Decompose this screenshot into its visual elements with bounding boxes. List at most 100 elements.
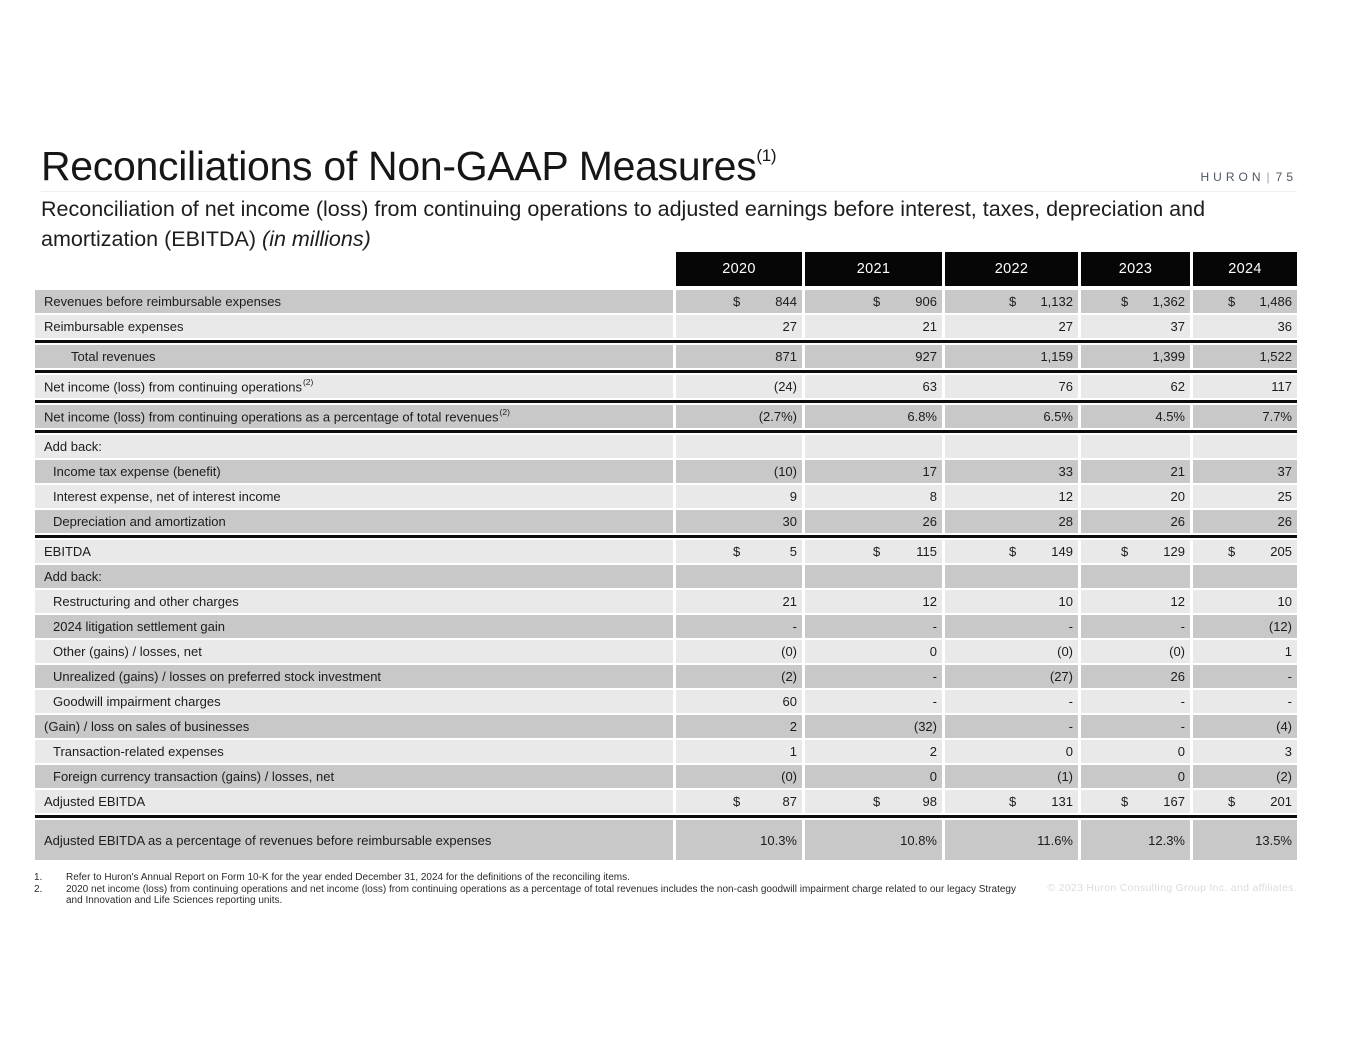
cell-2024: -: [1193, 690, 1297, 713]
dollar-sign: $: [1121, 544, 1129, 559]
cell-2023: 0: [1081, 740, 1190, 763]
table-row: Transaction-related expenses 1 2 0 0 3: [35, 740, 1297, 763]
cell-2024: -: [1193, 665, 1297, 688]
cell-2024: 3: [1193, 740, 1297, 763]
cell-2023: [1081, 565, 1190, 588]
cell-2023: 12: [1081, 590, 1190, 613]
row-label: Unrealized (gains) / losses on preferred…: [35, 665, 673, 688]
cell-2021: 10.8%: [805, 820, 942, 860]
row-label: Depreciation and amortization: [35, 510, 673, 533]
brand-separator: |: [1266, 170, 1274, 184]
cell-2021: -: [805, 665, 942, 688]
cell-2022: $131: [945, 790, 1078, 813]
row-label: (Gain) / loss on sales of businesses: [35, 715, 673, 738]
table-row: Adjusted EBITDA as a percentage of reven…: [35, 820, 1297, 860]
cell-2022: 12: [945, 485, 1078, 508]
row-label-text: Income tax expense (benefit): [53, 464, 221, 479]
cell-value: 28: [1058, 514, 1073, 529]
cell-2024: 13.5%: [1193, 820, 1297, 860]
table-row: Revenues before reimbursable expenses $8…: [35, 290, 1297, 313]
cell-value: -: [1180, 694, 1185, 709]
cell-value: 2: [789, 719, 797, 734]
brand-name: HURON: [1200, 170, 1265, 184]
cell-2021: 927: [805, 345, 942, 368]
dollar-sign: $: [873, 544, 881, 559]
year-header-2020: 2020: [676, 252, 802, 286]
cell-2020: 21: [676, 590, 802, 613]
cell-value: 37: [1277, 464, 1292, 479]
cell-value: 844: [775, 294, 797, 309]
row-label: EBITDA: [35, 540, 673, 563]
cell-value: 131: [1051, 794, 1073, 809]
table-row: Foreign currency transaction (gains) / l…: [35, 765, 1297, 788]
table-divider: [35, 815, 1297, 818]
cell-value: (2): [781, 669, 797, 684]
cell-value: 13.5%: [1255, 832, 1292, 848]
footnote-number: 2.: [34, 883, 43, 895]
cell-2020: (0): [676, 765, 802, 788]
cell-value: 26: [1170, 669, 1185, 684]
dollar-sign: $: [873, 794, 881, 809]
row-label: Interest expense, net of interest income: [35, 485, 673, 508]
table-row: Other (gains) / losses, net (0) 0 (0) (0…: [35, 640, 1297, 663]
row-label: Net income (loss) from continuing operat…: [35, 375, 673, 398]
cell-value: 1,486: [1259, 294, 1292, 309]
cell-value: -: [1180, 619, 1185, 634]
cell-value: (4): [1276, 719, 1292, 734]
cell-value: 87: [782, 794, 797, 809]
cell-value: (27): [1049, 669, 1073, 684]
cell-2023: -: [1081, 690, 1190, 713]
cell-value: 1,362: [1152, 294, 1185, 309]
row-label: Revenues before reimbursable expenses: [35, 290, 673, 313]
cell-value: -: [1068, 619, 1073, 634]
row-label: Restructuring and other charges: [35, 590, 673, 613]
cell-2021: $98: [805, 790, 942, 813]
cell-value: (2.7%): [758, 409, 797, 424]
cell-value: (0): [1057, 644, 1073, 659]
cell-2022: [945, 565, 1078, 588]
cell-value: 1: [789, 744, 797, 759]
cell-value: 6.8%: [907, 409, 937, 424]
table-row: Goodwill impairment charges 60 - - - -: [35, 690, 1297, 713]
row-label-text: Foreign currency transaction (gains) / l…: [53, 769, 335, 784]
cell-value: 201: [1270, 794, 1292, 809]
cell-2024: 26: [1193, 510, 1297, 533]
table-row: Depreciation and amortization 30 26 28 2…: [35, 510, 1297, 533]
cell-value: -: [1068, 719, 1073, 734]
cell-value: 10: [1058, 594, 1073, 609]
dollar-sign: $: [1228, 544, 1236, 559]
cell-2022: (1): [945, 765, 1078, 788]
row-label: Add back:: [35, 435, 673, 458]
cell-value: (2): [1276, 769, 1292, 784]
row-label-text: Other (gains) / losses, net: [53, 644, 202, 659]
cell-2024: (4): [1193, 715, 1297, 738]
page-number: 75: [1275, 170, 1297, 184]
cell-2020: $5: [676, 540, 802, 563]
table-row: EBITDA $5 $115 $149 $129 $205: [35, 540, 1297, 563]
year-header-2023: 2023: [1081, 252, 1190, 286]
cell-value: -: [1287, 694, 1292, 709]
cell-value: 63: [922, 379, 937, 394]
dollar-sign: $: [1009, 794, 1017, 809]
year-header-2024: 2024: [1193, 252, 1297, 286]
cell-2020: (2.7%): [676, 405, 802, 428]
cell-2023: 12.3%: [1081, 820, 1190, 860]
cell-2022: (0): [945, 640, 1078, 663]
cell-2023: 37: [1081, 315, 1190, 338]
cell-2023: 0: [1081, 765, 1190, 788]
cell-value: 76: [1058, 379, 1073, 394]
cell-2023: 21: [1081, 460, 1190, 483]
dollar-sign: $: [1121, 294, 1129, 309]
cell-2023: 1,399: [1081, 345, 1190, 368]
cell-2023: 62: [1081, 375, 1190, 398]
cell-value: 115: [916, 544, 937, 559]
table-row: Reimbursable expenses 27 21 27 37 36: [35, 315, 1297, 338]
row-label-text: (Gain) / loss on sales of businesses: [44, 719, 250, 734]
cell-2022: [945, 435, 1078, 458]
cell-value: -: [932, 669, 937, 684]
cell-value: -: [932, 619, 937, 634]
cell-value: (10): [773, 464, 797, 479]
cell-2022: 33: [945, 460, 1078, 483]
cell-value: 1,159: [1040, 349, 1073, 364]
dollar-sign: $: [1228, 294, 1236, 309]
